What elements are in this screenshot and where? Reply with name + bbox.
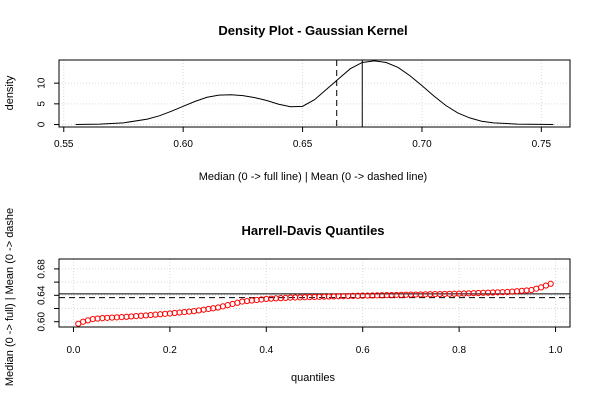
density-plot-title: Density Plot - Gaussian Kernel (218, 23, 407, 38)
density-plot-panel: Density Plot - Gaussian Kernel 0.55 0.60 0… (4, 23, 571, 183)
density-plot-frame (58, 59, 571, 128)
density-y-axis-label: density (4, 75, 16, 110)
density-x-tick-label-3: 0.70 (412, 139, 432, 150)
quantile-point (547, 280, 554, 287)
quantiles-plot-title: Harrell-Davis Quantiles (241, 223, 384, 238)
density-y-tick-label-2: 10 (37, 77, 48, 89)
quantiles-x-tick-label-5: 1.0 (549, 345, 563, 356)
density-x-axis: 0.55 0.60 0.65 0.70 0.75 (54, 126, 552, 150)
quantiles-x-tick-label-2: 0.4 (259, 345, 273, 356)
density-reference-lines (336, 60, 363, 127)
density-grid (59, 60, 570, 127)
density-y-tick-label-0: 0 (37, 121, 48, 127)
quantiles-x-axis-label: quantiles (291, 372, 336, 384)
density-x-tick-label-0: 0.55 (54, 139, 74, 150)
density-curve (75, 60, 554, 126)
quantiles-y-axis: 0.60 0.64 0.68 (37, 259, 60, 332)
density-y-tick-label-1: 5 (37, 101, 48, 107)
density-x-tick-label-1: 0.60 (173, 139, 193, 150)
quantiles-points (75, 280, 554, 327)
quantiles-y-tick-label-2: 0.64 (37, 285, 48, 305)
quantiles-y-tick-label-4: 0.68 (37, 259, 48, 279)
quantiles-x-axis: 0.0 0.2 0.4 0.6 0.8 1.0 (67, 326, 563, 356)
quantiles-y-tick-label-0: 0.60 (37, 312, 48, 332)
quantiles-x-tick-label-4: 0.8 (452, 345, 466, 356)
density-x-tick-label-4: 0.75 (532, 139, 552, 150)
quantiles-reference-lines (59, 293, 570, 299)
density-y-axis: 0 5 10 (37, 77, 60, 127)
quantiles-plot-panel: Harrell-Davis Quantiles 0.0 0.2 0.4 0.6 0.8 1… (4, 208, 571, 386)
quantiles-x-tick-label-3: 0.6 (356, 345, 370, 356)
density-x-tick-label-2: 0.65 (293, 139, 313, 150)
quantiles-y-axis-label: Median (0 -> full) | Mean (0 -> dashe (4, 208, 16, 386)
density-x-axis-label: Median (0 -> full line) | Mean (0 -> das… (199, 171, 427, 183)
quantiles-grid (59, 259, 570, 327)
quantiles-x-tick-label-0: 0.0 (67, 345, 81, 356)
quantiles-x-tick-label-1: 0.2 (163, 345, 177, 356)
